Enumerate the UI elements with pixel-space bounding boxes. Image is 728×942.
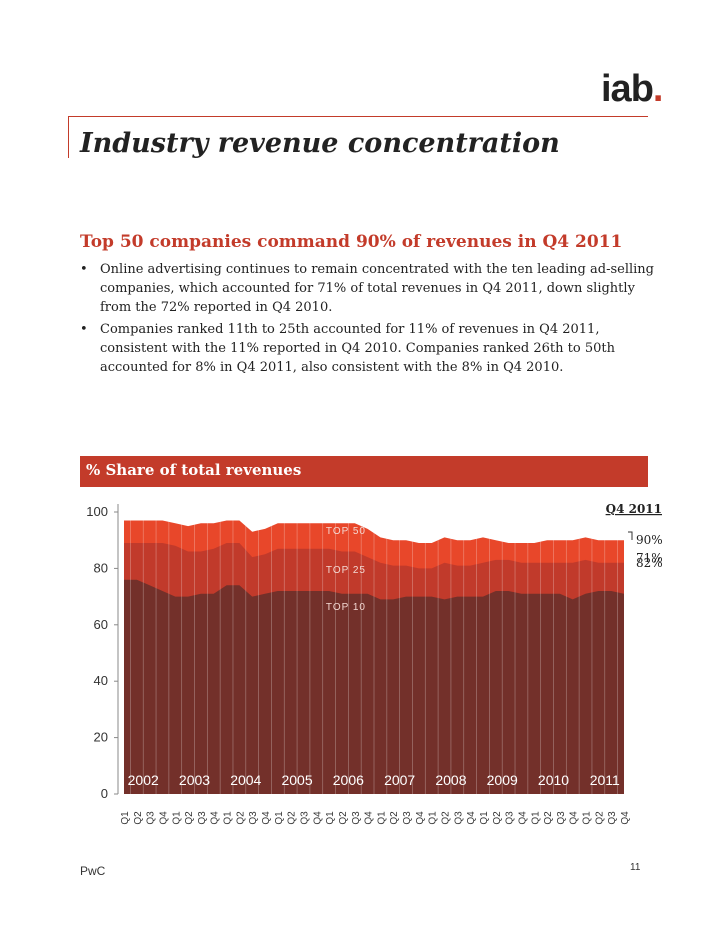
quarter-tick-label: Q3 [402,811,413,825]
year-label: 2007 [384,772,415,788]
quarter-tick-label: Q3 [299,811,310,825]
year-label: 2009 [487,772,518,788]
quarter-tick-label: Q1 [171,811,182,825]
series-label: TOP 10 [326,602,366,613]
end-value-label: 90% [636,533,663,547]
bullet-item: • Companies ranked 11th to 25th accounte… [80,320,660,377]
header-rule-tick [68,116,69,158]
bullet-list: • Online advertising continues to remain… [80,260,660,380]
end-value-label: 82% [636,556,663,570]
quarter-tick-label: Q1 [479,811,490,825]
iab-logo: iab. [601,68,663,110]
quarter-tick-label: Q4 [517,811,528,825]
page-number: 11 [630,862,641,873]
quarter-tick-label: Q4 [466,811,477,825]
series-label: TOP 25 [326,565,366,576]
page-title: Industry revenue concentration [80,128,560,159]
bullet-text: Online advertising continues to remain c… [100,262,654,315]
quarter-tick-label: Q2 [184,811,195,825]
quarter-tick-label: Q3 [556,811,567,825]
quarter-tick-label: Q4 [620,811,631,825]
quarter-tick-label: Q2 [287,811,298,825]
quarter-tick-label: Q4 [312,811,323,825]
end-bracket [628,531,633,540]
quarter-tick-label: Q3 [351,811,362,825]
quarter-tick-label: Q3 [146,811,157,825]
quarter-tick-label: Q3 [505,811,516,825]
quarter-tick-label: Q4 [210,811,221,825]
bullet-symbol: • [80,262,88,277]
quarter-tick-label: Q2 [441,811,452,825]
quarter-tick-label: Q1 [120,811,131,825]
quarter-tick-label: Q1 [530,811,541,825]
quarter-tick-label: Q2 [133,811,144,825]
quarter-tick-label: Q4 [158,811,169,825]
bullet-symbol: • [80,322,88,337]
year-label: 2008 [435,772,466,788]
quarter-tick-label: Q2 [492,811,503,825]
quarter-tick-label: Q1 [428,811,439,825]
quarter-tick-label: Q1 [223,811,234,825]
quarter-tick-label: Q2 [338,811,349,825]
quarter-tick-label: Q1 [376,811,387,825]
quarter-tick-label: Q3 [248,811,259,825]
y-tick-label: 80 [94,560,108,575]
quarter-tick-label: Q4 [261,811,272,825]
quarter-tick-label: Q2 [389,811,400,825]
quarter-tick-label: Q4 [415,811,426,825]
quarter-tick-label: Q3 [607,811,618,825]
year-label: 2002 [128,772,159,788]
header-rule [68,116,648,117]
footer-brand: PwC [80,864,106,878]
quarter-tick-label: Q3 [453,811,464,825]
section-subtitle: Top 50 companies command 90% of revenues… [80,232,623,252]
year-label: 2006 [333,772,364,788]
period-annotation: Q4 2011 [606,502,662,516]
y-tick-label: 20 [94,730,108,745]
end-value-label: 71% [636,551,663,565]
quarter-tick-label: Q3 [197,811,208,825]
series-area-top-10 [124,579,624,794]
series-label: TOP 50 [326,526,366,537]
chart-title: % Share of total revenues [86,461,302,479]
year-label: 2010 [538,772,569,788]
y-tick-label: 100 [86,504,108,519]
quarter-tick-label: Q2 [594,811,605,825]
year-label: 2005 [281,772,312,788]
quarter-tick-label: Q4 [364,811,375,825]
quarter-tick-label: Q1 [274,811,285,825]
y-tick-label: 0 [101,786,108,801]
quarter-tick-label: Q2 [235,811,246,825]
y-tick-label: 60 [94,617,108,632]
year-label: 2004 [230,772,261,788]
chart-header-bar: % Share of total revenues [80,456,648,487]
year-label: 2003 [179,772,210,788]
quarter-tick-label: Q4 [569,811,580,825]
quarter-tick-label: Q2 [543,811,554,825]
quarter-tick-label: Q1 [582,811,593,825]
quarter-tick-label: Q1 [325,811,336,825]
year-label: 2011 [590,772,620,788]
bullet-item: • Online advertising continues to remain… [80,260,660,317]
y-tick-label: 40 [94,673,108,688]
bullet-text: Companies ranked 11th to 25th accounted … [100,322,615,375]
